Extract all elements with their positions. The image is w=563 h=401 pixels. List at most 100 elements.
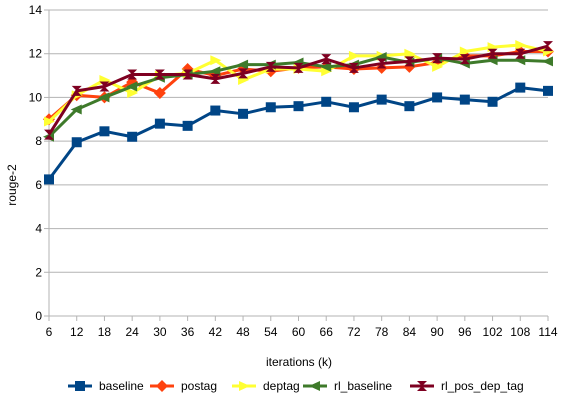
x-tick-label: 72	[347, 325, 361, 339]
data-point-rl_pos_dep_tag	[265, 61, 276, 72]
data-point-baseline	[154, 118, 165, 129]
series-rl_pos_dep_tag	[44, 41, 553, 140]
data-point-baseline	[210, 105, 221, 116]
data-point-rl_pos_dep_tag	[321, 54, 332, 65]
legend-swatch-marker	[239, 381, 250, 391]
data-point-rl_pos_dep_tag	[487, 48, 498, 59]
x-tick-label: 60	[292, 325, 306, 339]
legend-item-postag: postag	[150, 379, 217, 393]
legend-swatch-marker	[75, 381, 85, 391]
y-tick-label: 0	[35, 309, 42, 323]
x-tick-label: 12	[70, 325, 84, 339]
data-point-baseline	[321, 96, 332, 107]
data-point-rl_pos_dep_tag	[44, 129, 54, 140]
data-point-rl_pos_dep_tag	[71, 85, 82, 96]
series-deptag	[44, 39, 554, 127]
x-tick-label: 30	[153, 325, 167, 339]
data-point-deptag	[210, 55, 222, 66]
data-point-deptag	[432, 61, 444, 72]
data-point-baseline	[182, 120, 193, 131]
x-tick-label: 90	[430, 325, 444, 339]
y-tick-label: 6	[35, 178, 42, 192]
data-point-baseline	[459, 94, 470, 105]
data-point-baseline	[265, 102, 276, 113]
legend-item-rl_baseline: rl_baseline	[303, 379, 392, 393]
data-point-deptag	[515, 39, 527, 50]
legend: baseline postag deptag rl_baseline rl_pos_de…	[68, 379, 524, 393]
x-tick-label: 78	[375, 325, 389, 339]
data-point-baseline	[99, 126, 110, 137]
data-point-rl_pos_dep_tag	[154, 69, 165, 80]
data-point-rl_pos_dep_tag	[99, 81, 110, 92]
y-tick-label: 4	[35, 222, 42, 236]
data-point-deptag	[404, 48, 416, 59]
x-tick-label: 102	[483, 325, 503, 339]
data-point-deptag	[44, 116, 55, 127]
y-tick-label: 8	[35, 134, 42, 148]
x-axis-label: iterations (k)	[266, 355, 332, 369]
data-point-rl_pos_dep_tag	[210, 73, 221, 84]
legend-label: postag	[181, 379, 217, 393]
data-point-baseline	[44, 174, 54, 185]
data-point-rl_baseline	[209, 66, 221, 77]
data-point-rl_pos_dep_tag	[127, 69, 138, 80]
y-tick-label: 12	[29, 47, 43, 61]
data-point-rl_pos_dep_tag	[182, 69, 193, 80]
legend-label: baseline	[99, 379, 144, 393]
legend-swatch-marker	[156, 380, 168, 392]
data-point-baseline	[127, 131, 138, 142]
legend-swatch-marker	[417, 381, 427, 391]
data-point-rl_baseline	[237, 59, 249, 70]
data-point-baseline	[293, 101, 304, 112]
data-point-rl_pos_dep_tag	[515, 48, 526, 59]
legend-label: rl_pos_dep_tag	[441, 379, 524, 393]
data-point-rl_pos_dep_tag	[404, 56, 415, 67]
x-tick-label: 84	[403, 325, 417, 339]
data-point-rl_pos_dep_tag	[348, 62, 359, 73]
data-point-rl_pos_dep_tag	[293, 62, 304, 73]
data-point-deptag	[127, 88, 139, 99]
data-point-rl_baseline	[542, 56, 553, 67]
legend-item-rl_pos_dep_tag: rl_pos_dep_tag	[410, 379, 524, 393]
axes	[44, 9, 549, 321]
data-point-rl_baseline	[320, 61, 332, 72]
data-point-baseline	[515, 82, 526, 93]
data-point-rl_pos_dep_tag	[543, 41, 553, 52]
data-point-deptag	[321, 66, 333, 77]
data-point-rl_pos_dep_tag	[376, 58, 387, 69]
data-point-baseline	[487, 96, 498, 107]
x-tick-label: 96	[458, 325, 472, 339]
y-tick-label: 2	[35, 265, 42, 279]
data-point-baseline	[71, 137, 82, 148]
legend-label: rl_baseline	[334, 379, 392, 393]
data-point-rl_pos_dep_tag	[238, 68, 249, 79]
legend-swatch-marker	[309, 381, 320, 391]
x-tick-label: 24	[125, 325, 139, 339]
x-tick-label: 42	[209, 325, 223, 339]
data-point-rl_pos_dep_tag	[432, 53, 443, 64]
x-tick-label: 6	[46, 325, 53, 339]
x-tick-labels: 6 12 18 24 30 36 42 48 54 60 66 72 78 84 90 96 102 108 114	[46, 325, 558, 339]
x-tick-label: 36	[181, 325, 195, 339]
series-baseline	[44, 82, 553, 185]
data-point-deptag	[348, 50, 360, 61]
y-tick-label: 10	[29, 90, 43, 104]
x-tick-label: 54	[264, 325, 278, 339]
data-point-baseline	[432, 92, 443, 103]
data-point-deptag	[459, 46, 471, 57]
data-point-baseline	[238, 108, 249, 119]
y-tick-labels: 0 2 4 6 8 10 12 14	[29, 3, 43, 323]
x-tick-label: 48	[236, 325, 250, 339]
data-point-rl_baseline	[70, 104, 82, 115]
y-tick-label: 14	[29, 3, 43, 17]
x-tick-label: 66	[320, 325, 334, 339]
data-point-rl_pos_dep_tag	[459, 54, 470, 65]
series-layer	[43, 39, 554, 185]
x-tick-label: 114	[538, 325, 557, 339]
data-point-baseline	[543, 85, 553, 96]
data-point-rl_baseline	[126, 81, 138, 92]
data-point-baseline	[404, 101, 415, 112]
x-tick-label: 108	[510, 325, 530, 339]
data-point-rl_baseline	[98, 92, 110, 103]
